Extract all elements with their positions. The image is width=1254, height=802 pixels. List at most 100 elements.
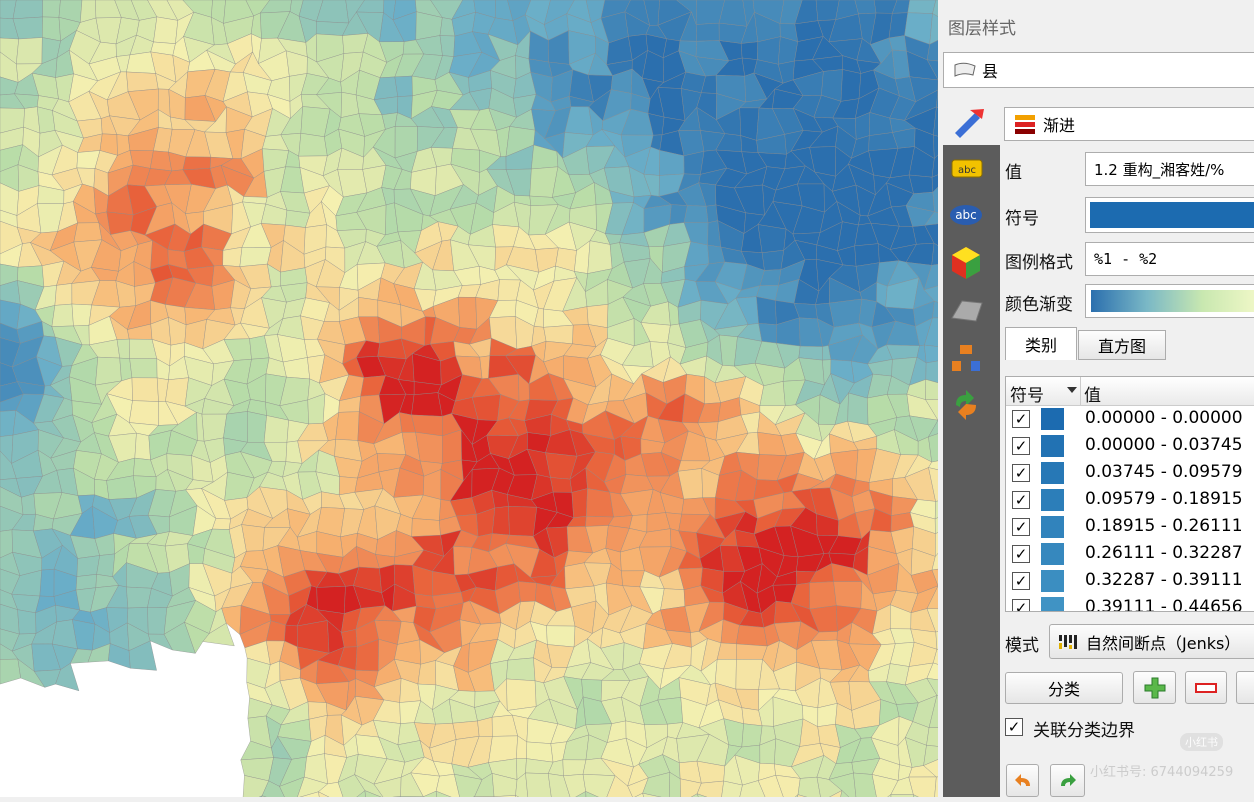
row-checkbox[interactable]: ✓ [1012, 599, 1030, 611]
map-region [126, 71, 159, 92]
icon-text: abc [955, 208, 977, 222]
diagram-icon-part [971, 361, 980, 371]
row-checkbox[interactable]: ✓ [1012, 518, 1030, 536]
map-region [400, 796, 424, 797]
map-region [364, 790, 382, 797]
map-region [457, 297, 477, 330]
map-region [518, 581, 537, 603]
map-region [506, 657, 536, 681]
row-checkbox[interactable]: ✓ [1012, 545, 1030, 563]
map-region [354, 774, 384, 797]
map-region [318, 782, 344, 797]
map-region [924, 344, 938, 364]
map-region [933, 106, 938, 137]
map-region [797, 776, 821, 797]
map-region [886, 663, 910, 686]
map-region [201, 413, 228, 442]
undo-button[interactable] [1006, 764, 1039, 797]
layer-combo[interactable]: 县 [943, 52, 1254, 88]
column-header[interactable]: 符号 [1010, 386, 1044, 406]
map-region [392, 796, 401, 797]
map-region [928, 460, 938, 470]
map-region [706, 204, 718, 223]
color-ramp-preview [1091, 290, 1254, 312]
map-region [550, 477, 573, 493]
map-region [442, 429, 462, 464]
map-region [886, 344, 920, 360]
map-region [906, 393, 938, 421]
labels-icon[interactable] [951, 159, 983, 178]
map-region [606, 775, 633, 797]
map-region [926, 40, 938, 62]
history-icon[interactable] [956, 390, 974, 407]
map-region [691, 793, 699, 797]
layer-icon [954, 62, 976, 77]
map-region [923, 285, 938, 303]
row-checkbox[interactable]: ✓ [1012, 572, 1030, 590]
row-checkbox[interactable]: ✓ [1012, 464, 1030, 482]
tab[interactable]: 类别 [1005, 327, 1077, 360]
remove-class-button[interactable] [1185, 671, 1227, 704]
map-region [129, 358, 158, 379]
map-region [394, 75, 413, 97]
map-region [134, 432, 151, 461]
map-region [222, 247, 243, 267]
masks-icon[interactable] [950, 205, 982, 225]
add-class-button[interactable] [1133, 671, 1176, 704]
row-checkbox[interactable]: ✓ [1012, 410, 1030, 428]
map-region [926, 59, 938, 80]
renderer-combo[interactable]: 渐进 [1004, 107, 1254, 141]
map-region [761, 250, 784, 271]
map-region [890, 794, 914, 797]
map-region [756, 296, 777, 325]
class-range: 0.18915 - 0.26111 [1085, 516, 1243, 536]
redo-icon [1060, 773, 1076, 786]
map-region [741, 723, 763, 748]
legend-format: %1 - %2 [1094, 250, 1158, 268]
value-expression: 1.2 重构_湘客姓/% [1094, 160, 1225, 179]
map-region [908, 776, 937, 797]
class-swatch [1041, 489, 1064, 511]
map-region [128, 400, 159, 426]
diagram-icon[interactable] [960, 345, 972, 354]
map-region [642, 792, 662, 797]
paint-icon[interactable] [955, 113, 980, 138]
map-region [928, 467, 938, 502]
map-region [21, 493, 36, 515]
symbol-button[interactable] [1085, 197, 1254, 233]
map-region [854, 243, 880, 267]
column-header[interactable]: 值 [1084, 386, 1101, 406]
row-checkbox[interactable]: ✓ [1012, 437, 1030, 455]
link-checkbox[interactable]: ✓ [1005, 718, 1023, 736]
field-label: 图例格式 [1005, 253, 1073, 273]
map-region [924, 223, 938, 246]
color-ramp-button[interactable] [1085, 284, 1254, 318]
class-range: 0.00000 - 0.00000 [1085, 408, 1243, 428]
map-region [259, 795, 263, 797]
tab[interactable]: 直方图 [1078, 330, 1166, 360]
redo-button[interactable] [1050, 764, 1085, 797]
map-region [928, 695, 938, 728]
delete-all-button[interactable] [1236, 671, 1254, 704]
map-region [147, 607, 168, 635]
map-region [933, 134, 938, 159]
map-region [932, 0, 938, 17]
map-region [840, 69, 862, 102]
map-region [840, 790, 850, 797]
map-region [71, 303, 92, 327]
map-region [12, 0, 43, 20]
map-region [829, 298, 863, 328]
map-region [586, 488, 614, 518]
legend-format-field[interactable]: %1 - %2 [1085, 242, 1254, 276]
map-region [925, 379, 938, 400]
map-region [928, 433, 938, 463]
class-range: 0.03745 - 0.09579 [1085, 462, 1243, 482]
classify-button[interactable]: 分类 [1005, 672, 1123, 704]
mode-combo[interactable]: 自然间断点（Jenks） [1049, 624, 1254, 659]
map-region [263, 415, 289, 443]
map-region [660, 588, 686, 611]
terrain-icon[interactable] [951, 300, 983, 322]
row-checkbox[interactable]: ✓ [1012, 491, 1030, 509]
value-field[interactable]: 1.2 重构_湘客姓/% [1085, 152, 1254, 186]
map-canvas [0, 0, 938, 797]
